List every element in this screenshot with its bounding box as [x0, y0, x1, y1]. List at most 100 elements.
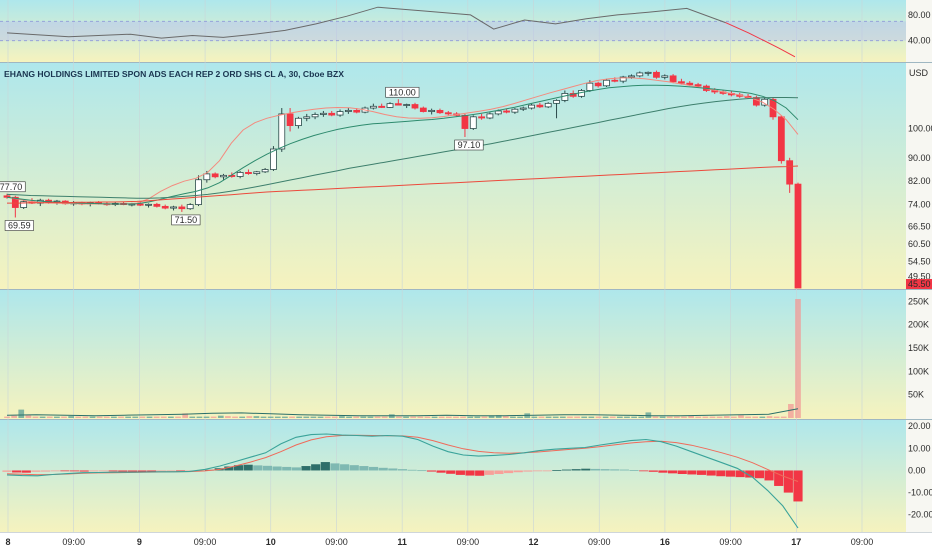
volume-bar[interactable]: [217, 415, 224, 418]
candle[interactable]: [661, 74, 669, 80]
volume-bar[interactable]: [624, 416, 630, 418]
volume-bar[interactable]: [488, 415, 495, 418]
volume-bar[interactable]: [788, 404, 794, 418]
macd-histogram-bar[interactable]: [455, 470, 465, 475]
macd-histogram-bar[interactable]: [552, 470, 562, 471]
volume-bar[interactable]: [403, 416, 409, 418]
volume-bar[interactable]: [4, 416, 10, 418]
volume-bar[interactable]: [659, 416, 666, 418]
candle[interactable]: [644, 71, 652, 76]
candle[interactable]: [253, 170, 261, 176]
volume-bar[interactable]: [652, 416, 659, 418]
volume-bar[interactable]: [339, 416, 345, 418]
volume-bar[interactable]: [132, 416, 139, 418]
candle[interactable]: [153, 202, 161, 208]
macd-histogram-bar[interactable]: [793, 470, 803, 502]
candle[interactable]: [136, 201, 144, 207]
macd-histogram-bar[interactable]: [581, 468, 591, 471]
candle[interactable]: [295, 116, 302, 129]
volume-bar[interactable]: [795, 299, 801, 418]
macd-histogram-bar[interactable]: [176, 470, 186, 472]
candle[interactable]: [503, 108, 510, 114]
volume-bar[interactable]: [103, 416, 110, 418]
volume-bar[interactable]: [260, 416, 267, 418]
volume-bar[interactable]: [310, 416, 317, 418]
macd-histogram-bar[interactable]: [610, 469, 620, 471]
macd-histogram-bar[interactable]: [98, 470, 109, 472]
macd-histogram-bar[interactable]: [41, 470, 51, 472]
candle[interactable]: [411, 102, 419, 110]
candle[interactable]: [245, 169, 252, 175]
volume-bar[interactable]: [89, 416, 96, 418]
volume-bar[interactable]: [39, 416, 46, 418]
volume-bar[interactable]: [125, 416, 131, 418]
volume-bar[interactable]: [453, 416, 459, 418]
volume-bar[interactable]: [559, 416, 566, 418]
macd-histogram-bar[interactable]: [542, 470, 552, 472]
candle[interactable]: [170, 205, 177, 211]
candle[interactable]: [428, 108, 436, 115]
volume-bar[interactable]: [752, 416, 759, 418]
volume-bar[interactable]: [189, 416, 196, 418]
volume-bar[interactable]: [424, 416, 431, 418]
candle[interactable]: [636, 71, 644, 78]
macd-histogram-bar[interactable]: [725, 470, 736, 477]
volume-bar[interactable]: [431, 416, 438, 418]
macd-histogram-bar[interactable]: [311, 464, 321, 471]
candle[interactable]: [20, 200, 28, 209]
volume-bar[interactable]: [674, 416, 680, 418]
volume-bar[interactable]: [317, 416, 324, 418]
macd-histogram-bar[interactable]: [475, 470, 485, 476]
macd-histogram-bar[interactable]: [378, 467, 388, 471]
macd-histogram-bar[interactable]: [523, 470, 533, 472]
volume-bar[interactable]: [666, 416, 673, 418]
volume-bar[interactable]: [160, 416, 167, 418]
volume-bar[interactable]: [773, 416, 780, 418]
volume-bar[interactable]: [517, 416, 523, 418]
volume-bar[interactable]: [367, 416, 374, 418]
macd-histogram-bar[interactable]: [89, 470, 99, 472]
volume-bar[interactable]: [168, 416, 174, 418]
volume-bar[interactable]: [96, 416, 103, 418]
volume-bar[interactable]: [253, 416, 260, 418]
volume-bar[interactable]: [616, 416, 623, 418]
candle[interactable]: [270, 146, 277, 171]
volume-bar[interactable]: [574, 416, 580, 418]
volume-bar[interactable]: [111, 416, 117, 418]
price-axis[interactable]: 80.00 40.00 100.00 90.00 82.00 74.00 66.50 60.5…: [906, 10, 932, 520]
volume-bar[interactable]: [681, 416, 687, 418]
candle[interactable]: [544, 102, 552, 109]
volume-bar[interactable]: [118, 416, 124, 418]
candle[interactable]: [220, 173, 227, 180]
volume-bar[interactable]: [602, 416, 609, 418]
macd-histogram-bar[interactable]: [436, 470, 446, 473]
volume-bar[interactable]: [139, 416, 146, 418]
volume-bar[interactable]: [54, 416, 60, 418]
candle[interactable]: [478, 113, 485, 120]
volume-bar[interactable]: [766, 416, 773, 418]
macd-histogram-bar[interactable]: [484, 470, 494, 475]
candle[interactable]: [786, 157, 794, 193]
volume-bar[interactable]: [232, 416, 238, 418]
macd-histogram-bar[interactable]: [783, 470, 793, 493]
volume-bar[interactable]: [353, 416, 360, 418]
macd-histogram-bar[interactable]: [417, 470, 427, 472]
volume-bar[interactable]: [18, 409, 25, 418]
volume-bar[interactable]: [246, 416, 253, 418]
candle[interactable]: [528, 103, 535, 110]
macd-histogram-bar[interactable]: [687, 470, 697, 475]
volume-bar[interactable]: [474, 416, 481, 418]
macd-panel[interactable]: [2, 433, 803, 529]
volume-bar[interactable]: [595, 416, 602, 418]
macd-histogram-bar[interactable]: [156, 470, 166, 472]
macd-histogram-bar[interactable]: [349, 465, 359, 471]
volume-bar[interactable]: [225, 416, 231, 418]
volume-bar[interactable]: [196, 416, 203, 418]
macd-histogram-bar[interactable]: [127, 470, 137, 472]
candle[interactable]: [444, 110, 452, 116]
time-axis[interactable]: 8 09:00 9 09:00 10 09:00 11 09:00 12 09:00 16 09:00…: [5, 537, 873, 547]
volume-bar[interactable]: [374, 416, 381, 418]
volume-bar[interactable]: [631, 416, 637, 418]
candle[interactable]: [236, 170, 244, 179]
